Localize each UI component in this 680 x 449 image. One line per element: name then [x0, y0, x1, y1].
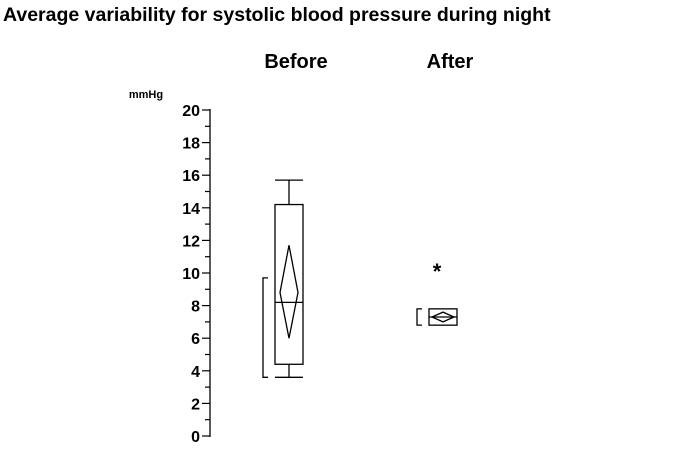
y-tick-label: 16: [182, 168, 200, 185]
y-axis-unit-label: mmHg: [129, 89, 163, 101]
y-tick-label: 18: [182, 136, 200, 153]
y-tick-label: 2: [191, 396, 200, 413]
range-bracket: [262, 277, 268, 378]
y-tick-label: 0: [191, 429, 200, 446]
y-tick-label: 10: [182, 266, 200, 283]
y-tick-label: 20: [182, 103, 200, 120]
y-tick-label: 4: [191, 364, 200, 381]
y-tick-label: 14: [182, 201, 200, 218]
y-tick-label: 8: [191, 299, 200, 316]
category-label: Before: [264, 51, 327, 73]
range-bracket: [416, 308, 422, 326]
y-tick-label: 12: [182, 233, 200, 250]
box-group: Before After *: [262, 51, 474, 378]
y-axis: 0 2 4 6 8 10 12 14 16 18 20: [182, 103, 211, 446]
significance-marker: *: [433, 259, 442, 284]
chart-title: Average variability for systolic blood p…: [3, 4, 551, 26]
mean-diamond: [430, 311, 456, 323]
category-label: After: [427, 51, 474, 73]
y-tick-label: 6: [191, 331, 200, 348]
box: [274, 203, 304, 365]
mean-diamond: [279, 245, 299, 339]
